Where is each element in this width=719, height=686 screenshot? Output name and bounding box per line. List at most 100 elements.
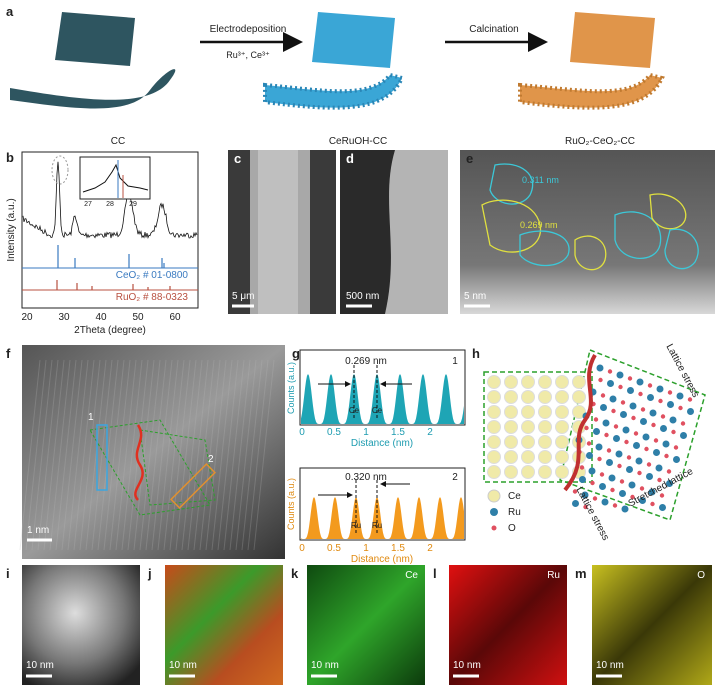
panel-label: f [6,346,11,361]
outline [481,199,542,253]
atom [671,429,676,435]
atom [648,488,656,496]
atom [487,375,501,389]
atom [676,392,684,400]
fringe [229,359,251,551]
atom [521,450,535,464]
atom [622,426,630,434]
fringe [241,359,263,551]
atom [555,435,569,449]
panel-label: l [433,566,437,581]
region-outline [89,419,211,516]
atom [633,442,640,449]
region-outline [559,348,706,521]
atom [586,441,592,446]
atom [600,404,607,411]
spacing-label: 0.269 nm [520,220,558,230]
atom [521,435,535,449]
fringe [103,359,125,551]
x-tick-label: 0 [299,543,305,554]
fringe [67,359,89,551]
atom [631,415,636,421]
annotation: Stretched lattice [627,466,696,510]
ions: Ru³⁺, Ce³⁺ [226,50,270,60]
atom [615,450,623,458]
atom [680,421,686,426]
panel-label: d [346,151,354,166]
haadf-image [22,565,140,685]
spacing-label: 0.269 nm [345,356,387,367]
outline [614,211,662,260]
x-tick-label: 2 [427,427,433,438]
atom [521,390,535,404]
atom [644,446,649,452]
atom [572,500,579,507]
profile-area [301,497,464,539]
element-label: Ce [405,570,418,581]
atom [487,450,501,464]
fringe [193,359,215,551]
x-tick-label: 60 [169,312,181,323]
atom [660,414,666,419]
atom [600,393,606,398]
atom [619,479,625,484]
profile-id: 1 [452,356,458,367]
atom [504,420,518,434]
fringe [79,359,101,551]
spacing-label: 0.311 nm [522,175,559,185]
atom [658,398,663,404]
axes-frame [299,349,466,426]
atom [581,491,589,499]
legend-marker [490,508,498,516]
atom [613,435,620,442]
atom [555,375,569,389]
sample-name: RuO₂-CeO₂-CC [565,136,635,147]
sample-name: CC [111,136,125,147]
atom [504,405,518,419]
x-tick-label: 1.5 [391,543,405,554]
x-tick-label: 0 [299,427,305,438]
atom [687,408,694,415]
panel-m: m O 10 nm [575,565,712,685]
panel-label: b [6,150,14,165]
box-label: 2 [208,454,214,465]
atom [613,424,619,429]
scale-text: 5 μm [232,291,254,302]
x-tick-label: 40 [95,312,107,323]
atom-label: Ru [372,521,382,530]
eds-map [307,565,425,685]
legend-marker [491,525,497,531]
atom [597,456,602,462]
eds-map [449,565,567,685]
fringe [115,359,137,551]
atom [538,420,552,434]
panel-f: f 1 2 1 nm [6,345,285,559]
fiber [258,150,298,314]
fringe [151,359,173,551]
fringe [109,359,131,551]
fringe [157,359,179,551]
atom [596,364,604,372]
atom [572,390,586,404]
atom [627,387,634,394]
fiber [263,72,405,110]
ref-sticks [57,245,165,268]
atom [633,431,639,436]
atom [608,474,616,482]
atoms [487,364,694,513]
atom [657,477,662,483]
atom [606,459,613,466]
cloth [570,12,655,68]
panel-h: h Lattice stress Stretched lattice Latti… [472,342,706,542]
atom [651,422,656,428]
atom [592,496,598,501]
atom [636,378,644,386]
atom [538,435,552,449]
fringe [247,359,269,551]
legend-marker [487,489,501,503]
atom [653,449,660,456]
eds-map [165,565,283,685]
atom [639,497,646,504]
fringe [145,359,167,551]
